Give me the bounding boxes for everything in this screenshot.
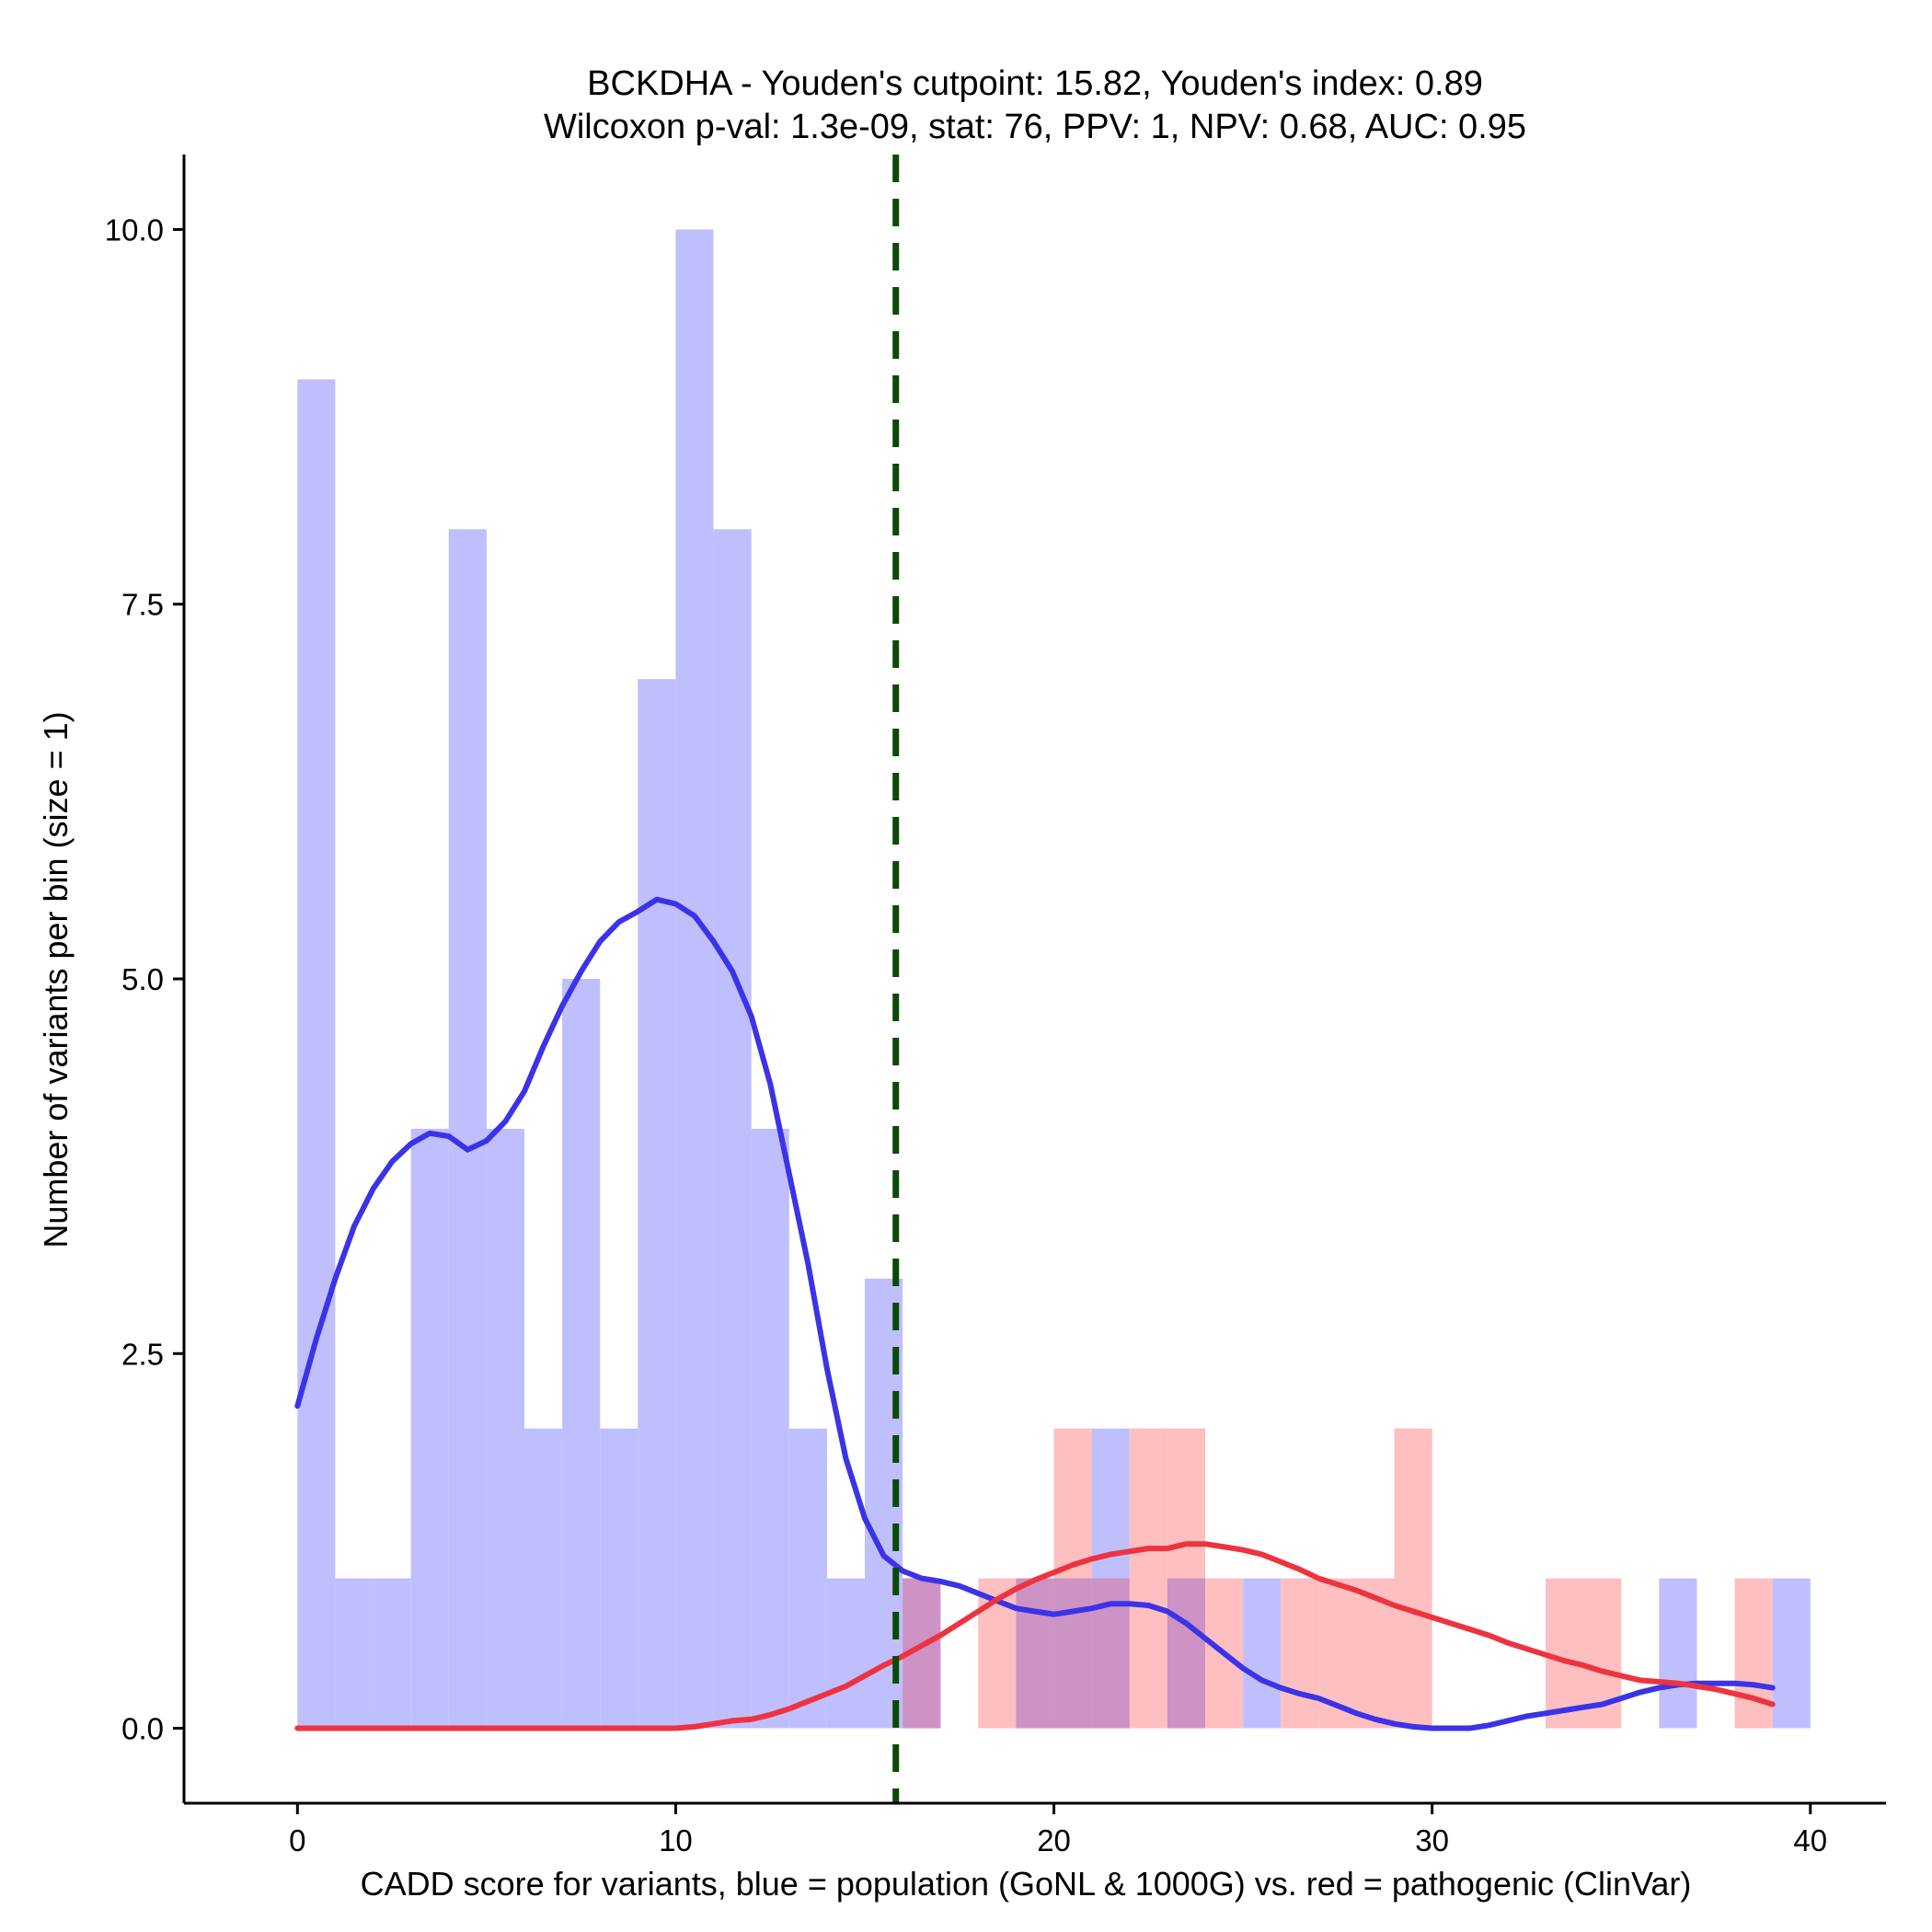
chart-title-line1: BCKDHA - Youden's cutpoint: 15.82, Youde…: [587, 64, 1483, 103]
density-curves: [294, 896, 1776, 1731]
population-bar-5: [486, 1128, 524, 1729]
y-axis-label: Number of variants per bin (size = 1): [37, 711, 75, 1248]
x-tick-label-4: 40: [1793, 1823, 1827, 1857]
population-bar-23: [1772, 1578, 1811, 1729]
overlap-bar-2: [1053, 1578, 1092, 1729]
population-bar-7: [562, 979, 601, 1729]
population-bar-0: [297, 379, 336, 1729]
x-tick-label-0: 0: [289, 1823, 305, 1857]
x-tick-label-3: 30: [1415, 1823, 1449, 1857]
pathogenic-bar-11: [1394, 1428, 1432, 1729]
population-bar-14: [826, 1578, 865, 1729]
x-tick-label-2: 20: [1037, 1823, 1071, 1857]
pathogenic-density-line: [294, 1541, 1776, 1731]
population-bar-4: [448, 529, 487, 1729]
y-tick-label-1: 2.5: [121, 1337, 164, 1371]
population-bar-10: [675, 229, 714, 1729]
y-tick-label-4: 10.0: [105, 213, 164, 247]
pathogenic-bar-14: [1734, 1578, 1773, 1729]
population-bar-2: [373, 1578, 411, 1729]
overlap-bar-1: [1016, 1578, 1054, 1729]
y-tick-label-0: 0.0: [121, 1712, 164, 1746]
population-bar-8: [600, 1428, 638, 1729]
population-bar-6: [524, 1428, 563, 1729]
histogram-bars: [297, 229, 1811, 1729]
population-bar-11: [713, 529, 752, 1729]
population-density-line: [294, 896, 1776, 1731]
population-bar-13: [788, 1428, 827, 1729]
overlap-bar-3: [1091, 1578, 1130, 1729]
axes: 0 10 20 30 40 0.0 2.5 5.0 7.5 10.0: [105, 155, 1886, 1857]
pathogenic-bar-8: [1281, 1578, 1319, 1729]
pathogenic-bar-5: [1129, 1428, 1167, 1729]
population-bar-9: [638, 679, 676, 1729]
population-bar-22: [1659, 1578, 1697, 1729]
y-tick-label-3: 7.5: [121, 588, 164, 622]
chart-title-line2: Wilcoxon p-val: 1.3e-09, stat: 76, PPV: …: [544, 108, 1526, 146]
population-bar-21: [1243, 1578, 1282, 1729]
population-bar-3: [410, 1128, 449, 1729]
x-axis-label: CADD score for variants, blue = populati…: [361, 1865, 1692, 1903]
overlap-bar-4: [1167, 1578, 1205, 1729]
pathogenic-bar-12: [1546, 1578, 1584, 1729]
x-tick-label-1: 10: [659, 1823, 693, 1857]
y-tick-label-2: 5.0: [121, 962, 164, 996]
population-bar-1: [335, 1578, 374, 1729]
population-bar-12: [751, 1128, 789, 1729]
